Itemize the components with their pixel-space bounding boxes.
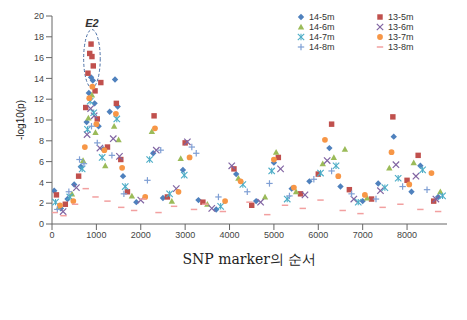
svg-text:20: 20 <box>34 11 44 21</box>
html-text:14-5m: 14-5m <box>309 12 335 22</box>
svg-text:4: 4 <box>39 178 44 188</box>
html-text:13-5m: 13-5m <box>388 12 414 22</box>
svg-text:4000: 4000 <box>220 230 240 240</box>
svg-text:18: 18 <box>34 32 44 42</box>
svg-text:3000: 3000 <box>175 230 195 240</box>
html-text:13-8m: 13-8m <box>388 42 414 52</box>
svg-text:6000: 6000 <box>308 230 328 240</box>
svg-text:5000: 5000 <box>264 230 284 240</box>
svg-text:1000: 1000 <box>86 230 106 240</box>
html-text:14-7m: 14-7m <box>309 32 335 42</box>
svg-text:0: 0 <box>49 230 54 240</box>
svg-text:16: 16 <box>34 53 44 63</box>
svg-text:12: 12 <box>34 94 44 104</box>
html-text:14-6m: 14-6m <box>309 22 335 32</box>
svg-text:10: 10 <box>34 115 44 125</box>
svg-text:8: 8 <box>39 136 44 146</box>
svg-text:0: 0 <box>39 219 44 229</box>
svg-text:SNP marker의 순서: SNP marker의 순서 <box>183 251 317 267</box>
svg-text:2: 2 <box>39 198 44 208</box>
svg-text:7000: 7000 <box>353 230 373 240</box>
html-text:14-8m: 14-8m <box>309 42 335 52</box>
svg-text:-log10(p): -log10(p) <box>15 100 26 140</box>
html-text:13-7m: 13-7m <box>388 32 414 42</box>
svg-text:2000: 2000 <box>131 230 151 240</box>
svg-text:14: 14 <box>34 74 44 84</box>
svg-text:6: 6 <box>39 157 44 167</box>
svg-text:8000: 8000 <box>397 230 417 240</box>
svg-text:E2: E2 <box>85 17 98 29</box>
html-text:13-6m: 13-6m <box>388 22 414 32</box>
